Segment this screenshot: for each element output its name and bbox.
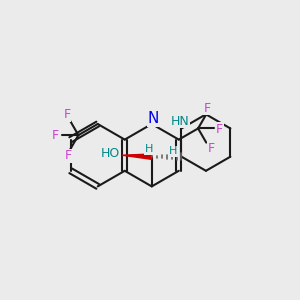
Text: F: F xyxy=(65,149,72,162)
Text: F: F xyxy=(204,102,211,115)
Text: H: H xyxy=(145,144,153,154)
Text: F: F xyxy=(52,129,59,142)
Polygon shape xyxy=(122,154,152,159)
Text: N: N xyxy=(148,111,159,126)
Text: HO: HO xyxy=(101,147,120,160)
Text: F: F xyxy=(208,142,215,155)
Text: HN: HN xyxy=(171,115,189,128)
Text: F: F xyxy=(216,122,224,136)
Text: H: H xyxy=(169,146,177,156)
Text: F: F xyxy=(64,108,71,121)
